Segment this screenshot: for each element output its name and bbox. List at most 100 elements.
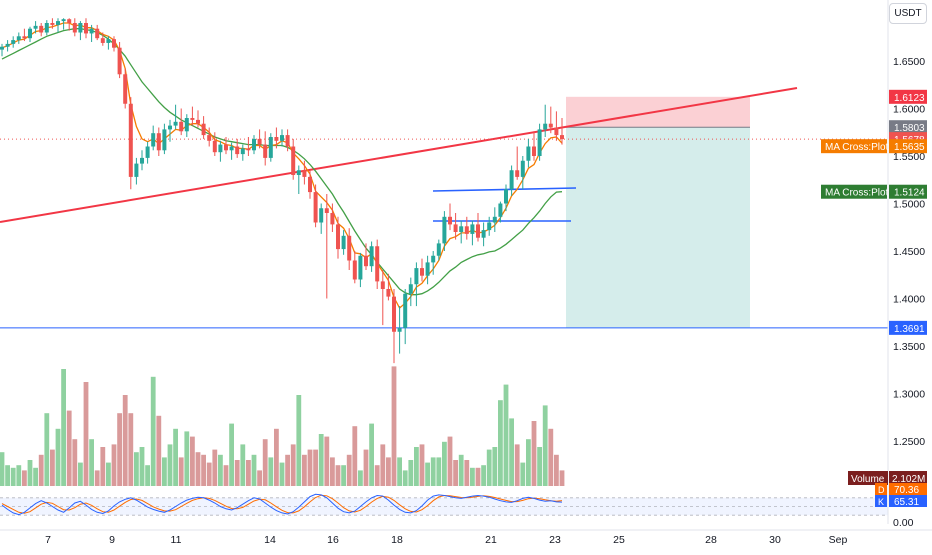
candle-body (532, 146, 536, 156)
currency-button[interactable]: USDT (889, 3, 927, 24)
volume-bar (184, 431, 190, 486)
indicator-name-badge (821, 139, 887, 154)
candle-body (184, 118, 189, 132)
volume-bar (94, 470, 100, 486)
candle-body (112, 39, 116, 48)
candle-body (375, 246, 380, 282)
indicator-name-text: MA Cross:Plot (825, 142, 889, 153)
price-tick-label: 1.3500 (893, 341, 925, 353)
price-tick-label: 1.4000 (893, 294, 925, 306)
candle-body (128, 103, 133, 177)
volume-bar (251, 454, 257, 486)
trendline (0, 87, 798, 223)
volume-bar (240, 444, 246, 486)
candle-body (168, 125, 172, 130)
volume-bar (419, 444, 425, 486)
volume-bar (430, 457, 436, 486)
volume-name-badge (848, 471, 888, 485)
volume-bar (16, 465, 22, 486)
time-tick-label: 21 (485, 534, 497, 546)
candle-body (201, 123, 206, 136)
candle-body (117, 47, 122, 75)
volume-bar (78, 462, 83, 486)
volume-value-badge (889, 471, 927, 485)
candle-body (123, 74, 128, 104)
candle-body (313, 192, 318, 223)
candle-body (504, 189, 508, 204)
volume-bar (486, 449, 492, 486)
drawn-lines[interactable] (0, 87, 888, 329)
volume-bar (167, 444, 173, 486)
volume-bar (442, 441, 447, 486)
volume-bar (162, 457, 167, 486)
volume-bar (5, 465, 10, 486)
volume-bar (223, 465, 229, 486)
volume-bar (346, 454, 352, 486)
candle-body (285, 135, 290, 147)
candle-body (61, 19, 66, 22)
candle-body (72, 23, 77, 33)
candle-body (436, 243, 441, 256)
candle-body (341, 235, 346, 250)
candle-body (408, 284, 413, 294)
volume-bar (358, 470, 363, 486)
price-tick-label: 1.6500 (893, 56, 925, 68)
candle-body (5, 43, 10, 47)
candle-body (78, 23, 83, 33)
volume-name-text: Volume (851, 474, 885, 485)
volume-bar (257, 470, 262, 486)
candle-body (89, 28, 94, 34)
candle-body (492, 216, 497, 223)
time-axis[interactable]: 7 9 11 14 16 18 21 23 25 28 30 Sep (0, 529, 932, 546)
volume-bar (509, 418, 514, 486)
trade-zones (566, 96, 750, 328)
volume-bar (425, 462, 430, 486)
volume-bar (470, 467, 475, 486)
candle-body (145, 146, 150, 158)
candle-body (162, 129, 167, 151)
volume-bar (548, 428, 554, 486)
candle-body (100, 38, 105, 43)
time-tick-label: 7 (45, 534, 51, 546)
volume-bar (190, 436, 195, 486)
candle-body (84, 23, 88, 34)
candle-body (263, 144, 268, 158)
time-tick-label: 30 (769, 534, 781, 546)
candle-body (268, 137, 273, 158)
candle-body (190, 118, 195, 120)
volume-bar (83, 382, 89, 486)
candle-body (448, 216, 452, 225)
stoch-k-value-text: 65.31 (894, 497, 919, 508)
candle-body (22, 36, 27, 39)
volume-bar (324, 436, 330, 486)
stoch-d-value-text: 70.36 (894, 485, 919, 496)
volume-bar (296, 395, 302, 486)
volume-bar (335, 465, 341, 486)
volume-bar (156, 415, 162, 486)
stoch-k-name-text: K (878, 497, 884, 507)
volume-bar (386, 457, 391, 486)
candle-body (470, 224, 475, 234)
candle-body (403, 293, 408, 328)
volume-bar (542, 405, 548, 486)
candle-body (543, 123, 548, 130)
candle-body (420, 268, 424, 276)
volume-bar (447, 436, 453, 486)
time-tick-label: 11 (171, 534, 182, 546)
candle-body (50, 23, 55, 25)
price-tick-label: 1.6000 (893, 104, 925, 116)
volume-bar (453, 460, 458, 486)
price-tick-label: 1.5500 (893, 151, 925, 163)
volume-bar (206, 462, 212, 486)
stoch-d-name-text: D (878, 485, 885, 495)
volume-bar (414, 447, 419, 486)
candle-body (196, 119, 200, 124)
volume-bar (139, 447, 145, 486)
price-axis[interactable]: 1.6500 1.6000 1.5500 1.5000 1.4500 1.4000 1.35… (893, 56, 925, 529)
candle-body (33, 25, 38, 29)
volume-value-text: 2.102M (892, 474, 925, 485)
candle-body (358, 255, 363, 280)
volume-bar (201, 454, 206, 486)
